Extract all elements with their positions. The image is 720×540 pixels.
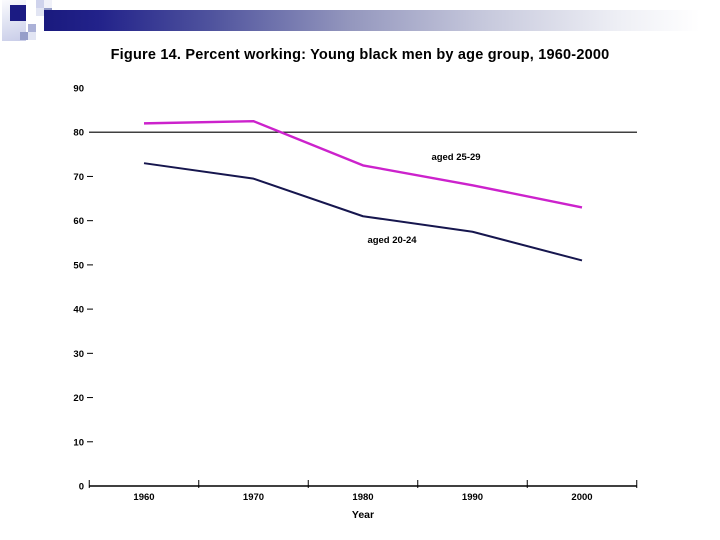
- y-axis-tick-label: 40: [73, 305, 84, 316]
- series-line-aged-20-24: [143, 162, 583, 262]
- x-axis-tick-label: 2000: [571, 492, 592, 503]
- x-axis-tick-label: 1990: [462, 492, 483, 503]
- y-axis-tick-label: 10: [73, 437, 84, 448]
- deco-gradient-bar: [44, 10, 720, 31]
- series-line-aged-25-29: [143, 119, 583, 209]
- y-axis-tick-label: 60: [73, 216, 84, 227]
- y-axis-tick-label: 90: [73, 84, 84, 95]
- deco-navy-square: [10, 5, 26, 21]
- x-axis-tick-label: 1960: [133, 492, 154, 503]
- series-label-aged-20-24: aged 20-24: [367, 235, 417, 246]
- y-axis-tick-label: 20: [73, 393, 84, 404]
- deco-mosaic-square: [28, 24, 36, 32]
- x-axis-title: Year: [352, 509, 374, 521]
- y-axis-tick-label: 0: [79, 482, 84, 493]
- series-label-aged-25-29: aged 25-29: [431, 152, 480, 163]
- deco-mosaic-square: [20, 32, 28, 40]
- slide-title: Figure 14. Percent working: Young black …: [110, 47, 610, 63]
- y-axis-tick-label: 50: [73, 260, 84, 271]
- deco-mosaic-square: [36, 8, 44, 16]
- x-axis-tick-label: 1970: [243, 492, 264, 503]
- deco-mosaic-square: [28, 32, 36, 40]
- y-axis-tick-label: 30: [73, 349, 84, 360]
- deco-mosaic-square: [36, 0, 44, 8]
- y-axis-tick-label: 70: [73, 172, 84, 183]
- deco-mosaic-square: [44, 0, 52, 8]
- x-axis-tick-label: 1980: [352, 492, 373, 503]
- y-axis-tick-label: 80: [73, 128, 84, 139]
